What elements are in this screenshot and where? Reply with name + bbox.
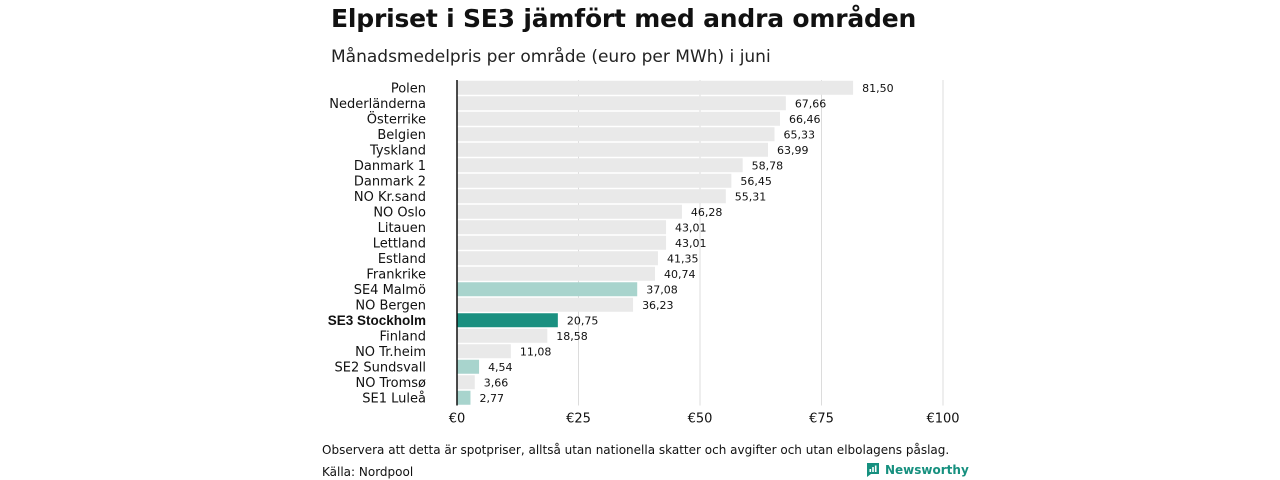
value-label: 65,33 xyxy=(784,128,816,141)
bar xyxy=(457,204,682,219)
category-label: SE3 Stockholm xyxy=(328,313,426,328)
bar-chart: PolenNederländernaÖsterrikeBelgienTyskla… xyxy=(328,80,960,427)
bar xyxy=(457,80,854,95)
value-label: 67,66 xyxy=(795,97,827,110)
category-label: Estland xyxy=(378,252,426,267)
bar xyxy=(457,158,743,173)
x-tick-label: €0 xyxy=(449,412,466,427)
category-label: Tyskland xyxy=(369,143,426,158)
footnote: Observera att detta är spotpriser, allts… xyxy=(322,443,950,457)
value-label: 40,74 xyxy=(664,268,696,281)
bar xyxy=(457,328,548,343)
category-label: Frankrike xyxy=(366,267,426,282)
value-label: 46,28 xyxy=(691,206,723,219)
category-labels: PolenNederländernaÖsterrikeBelgienTyskla… xyxy=(328,81,426,406)
bar xyxy=(457,297,634,312)
bar xyxy=(457,173,732,188)
chart-subtitle: Månadsmedelpris per område (euro per MWh… xyxy=(331,47,771,67)
x-tick-label: €100 xyxy=(926,412,959,427)
bar xyxy=(457,127,775,142)
chart-title: Elpriset i SE3 jämfört med andra områden xyxy=(331,4,917,33)
bar xyxy=(457,189,726,204)
bars xyxy=(457,80,854,405)
bar xyxy=(457,344,511,359)
brand-logo: Newsworthy xyxy=(866,462,969,478)
source-note: Källa: Nordpool xyxy=(322,465,414,479)
category-label: Danmark 2 xyxy=(354,174,426,189)
category-label: Litauen xyxy=(378,221,426,236)
bar xyxy=(457,375,475,390)
bar xyxy=(457,96,786,111)
category-label: NO Oslo xyxy=(373,205,426,220)
value-label: 11,08 xyxy=(520,345,552,358)
bar xyxy=(457,251,658,266)
value-label: 58,78 xyxy=(752,159,784,172)
bar xyxy=(457,142,768,157)
category-label: Nederländerna xyxy=(329,97,426,112)
category-label: Lettland xyxy=(373,236,426,251)
value-label: 36,23 xyxy=(642,299,674,312)
bar xyxy=(457,266,655,281)
value-label: 41,35 xyxy=(667,252,699,265)
value-label: 55,31 xyxy=(735,190,767,203)
category-label: Polen xyxy=(391,81,426,96)
category-label: SE1 Luleå xyxy=(362,391,426,406)
category-label: NO Kr.sand xyxy=(354,190,426,205)
category-label: Danmark 1 xyxy=(354,159,426,174)
value-label: 66,46 xyxy=(789,113,821,126)
bar xyxy=(457,390,471,405)
value-label: 56,45 xyxy=(740,175,772,188)
value-label: 81,50 xyxy=(862,82,894,95)
bar xyxy=(457,359,480,374)
category-label: Österrike xyxy=(367,110,426,127)
value-label: 43,01 xyxy=(675,237,707,250)
value-label: 2,77 xyxy=(479,392,504,405)
value-label: 18,58 xyxy=(556,330,588,343)
bar xyxy=(457,313,558,328)
category-label: NO Tr.heim xyxy=(355,345,426,360)
bar xyxy=(457,220,667,235)
value-label: 63,99 xyxy=(777,144,809,157)
value-labels: 81,50 67,66 66,46 65,33 63,99 58,78 56,45 55,31… xyxy=(479,82,893,405)
value-label: 20,75 xyxy=(567,314,599,327)
x-tick-label: €75 xyxy=(809,412,834,427)
x-axis-ticks: €0 €25 €50 €75 €100 xyxy=(449,412,960,427)
category-label: Belgien xyxy=(377,128,426,143)
x-tick-label: €25 xyxy=(566,412,591,427)
value-label: 43,01 xyxy=(675,221,707,234)
bar xyxy=(457,111,780,126)
newsworthy-logo-icon xyxy=(867,463,879,477)
category-label: NO Bergen xyxy=(355,298,426,313)
category-label: Finland xyxy=(380,329,426,344)
value-label: 37,08 xyxy=(646,283,678,296)
value-label: 3,66 xyxy=(484,376,509,389)
bar xyxy=(457,282,638,297)
x-tick-label: €50 xyxy=(688,412,713,427)
category-label: NO Tromsø xyxy=(355,376,426,391)
brand-name: Newsworthy xyxy=(885,463,969,477)
bar xyxy=(457,235,667,250)
value-label: 4,54 xyxy=(488,361,513,374)
category-label: SE4 Malmö xyxy=(354,283,426,298)
category-label: SE2 Sundsvall xyxy=(334,360,426,375)
